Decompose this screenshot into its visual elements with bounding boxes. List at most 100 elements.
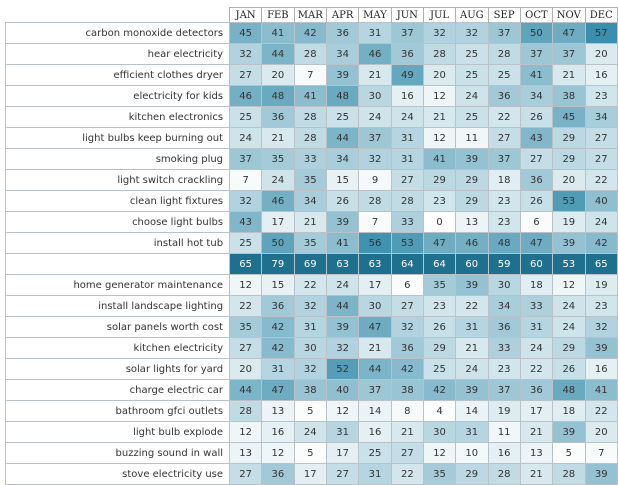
heatmap-cell: 48 <box>261 85 295 107</box>
heatmap-cell: 32 <box>293 358 328 380</box>
heatmap-cell: 6 <box>519 211 554 233</box>
heatmap-cell: 20 <box>261 64 295 86</box>
column-header-nov: NOV <box>552 7 586 23</box>
heatmap-cell: 79 <box>261 253 295 275</box>
heatmap-cell: 31 <box>519 316 554 338</box>
heatmap-cell: 59 <box>487 253 521 275</box>
heatmap-cell: 20 <box>422 64 457 86</box>
heatmap-cell: 39 <box>552 421 586 443</box>
heatmap-cell: 41 <box>293 85 328 107</box>
heatmap-cell: 47 <box>422 232 457 254</box>
heatmap-row: bathroom lighting 65 79 69 63 63 64 64 60 59 60 53 6… <box>4 253 618 275</box>
heatmap-cell: 39 <box>584 463 618 485</box>
heatmap-cell: 40 <box>326 379 360 401</box>
heatmap-row: electricity for kids 46 48 41 48 30 16 12 24 36 34… <box>4 85 618 107</box>
row-label: solar panels worth cost <box>4 316 231 338</box>
heatmap-table: JAN FEB MAR APR MAY JUN JUL AUG SEP OCT NOV DEC car… <box>4 7 618 485</box>
heatmap-cell: 5 <box>293 442 328 464</box>
heatmap-cell: 40 <box>584 190 618 212</box>
heatmap-cell: 28 <box>487 463 521 485</box>
heatmap-cell: 31 <box>293 316 328 338</box>
heatmap-cell: 31 <box>358 22 392 44</box>
column-header-jan: JAN <box>229 7 263 23</box>
row-label: electricity for kids <box>4 85 231 107</box>
heatmap-row: install landscape lighting 22 36 32 44 30 27 23… <box>4 295 618 317</box>
heatmap-cell: 34 <box>326 148 360 170</box>
heatmap-cell: 24 <box>293 421 328 443</box>
heatmap-cell: 33 <box>293 148 328 170</box>
row-label: solar lights for yard <box>4 358 231 380</box>
heatmap-cell: 25 <box>326 106 360 128</box>
heatmap-cell: 6 <box>390 274 424 296</box>
heatmap-cell: 26 <box>326 190 360 212</box>
heatmap-cell: 25 <box>455 106 489 128</box>
heatmap-cell: 44 <box>261 43 295 65</box>
heatmap-cell: 48 <box>326 85 360 107</box>
heatmap-cell: 17 <box>358 274 392 296</box>
heatmap-cell: 26 <box>519 106 554 128</box>
heatmap-cell: 22 <box>519 358 554 380</box>
heatmap-cell: 9 <box>358 169 392 191</box>
heatmap-cell: 34 <box>519 85 554 107</box>
heatmap-cell: 8 <box>390 400 424 422</box>
heatmap-cell: 39 <box>584 337 618 359</box>
heatmap-cell: 19 <box>584 274 618 296</box>
heatmap-cell: 12 <box>422 442 457 464</box>
heatmap-cell: 14 <box>358 400 392 422</box>
heatmap-cell: 44 <box>229 379 263 401</box>
heatmap-cell: 41 <box>519 64 554 86</box>
heatmap-cell: 41 <box>326 232 360 254</box>
column-header-apr: APR <box>326 7 360 23</box>
heatmap-cell: 27 <box>229 64 263 86</box>
heatmap-cell: 24 <box>390 106 424 128</box>
heatmap-cell: 25 <box>358 442 392 464</box>
heatmap-cell: 36 <box>261 106 295 128</box>
heatmap-cell: 36 <box>261 463 295 485</box>
heatmap-cell: 21 <box>552 64 586 86</box>
heatmap-row: home generator maintenance 12 15 22 24 17 6 35 3… <box>4 274 618 296</box>
heatmap-cell: 28 <box>390 190 424 212</box>
heatmap-cell: 7 <box>293 64 328 86</box>
heatmap-cell: 37 <box>487 379 521 401</box>
heatmap-cell: 23 <box>487 190 521 212</box>
heatmap-cell: 27 <box>326 463 360 485</box>
heatmap-cell: 47 <box>552 22 586 44</box>
heatmap-row: efficient clothes dryer 27 20 7 39 21 49 20 25 25… <box>4 64 618 86</box>
heatmap-cell: 29 <box>552 337 586 359</box>
heatmap-cell: 15 <box>261 274 295 296</box>
heatmap-cell: 31 <box>261 358 295 380</box>
heatmap-cell: 25 <box>487 64 521 86</box>
heatmap-cell: 7 <box>229 169 263 191</box>
heatmap-cell: 24 <box>455 85 489 107</box>
heatmap-cell: 20 <box>584 43 618 65</box>
heatmap-cell: 32 <box>358 148 392 170</box>
heatmap-cell: 22 <box>455 295 489 317</box>
heatmap-cell: 48 <box>552 379 586 401</box>
heatmap-cell: 33 <box>519 295 554 317</box>
heatmap-cell: 28 <box>293 106 328 128</box>
heatmap-cell: 65 <box>229 253 263 275</box>
column-header-sep: SEP <box>487 7 521 23</box>
heatmap-cell: 12 <box>229 421 263 443</box>
heatmap-cell: 31 <box>390 127 424 149</box>
heatmap-cell: 39 <box>326 316 360 338</box>
heatmap-cell: 21 <box>261 127 295 149</box>
heatmap-cell: 45 <box>229 22 263 44</box>
row-label: bathroom gfci outlets <box>4 400 231 422</box>
heatmap-cell: 64 <box>422 253 457 275</box>
heatmap-cell: 22 <box>229 295 263 317</box>
heatmap-cell: 39 <box>455 148 489 170</box>
heatmap-cell: 23 <box>584 85 618 107</box>
heatmap-cell: 18 <box>487 169 521 191</box>
heatmap-cell: 18 <box>552 400 586 422</box>
heatmap-cell: 13 <box>229 442 263 464</box>
heatmap-cell: 27 <box>519 148 554 170</box>
heatmap-row: solar lights for yard 20 31 32 52 44 42 25 24 23 2… <box>4 358 618 380</box>
heatmap-cell: 39 <box>552 232 586 254</box>
heatmap-cell: 12 <box>326 400 360 422</box>
heatmap-row: light bulb explode 12 16 24 31 16 21 30 31 11 21 39… <box>4 421 618 443</box>
heatmap-cell: 22 <box>390 463 424 485</box>
heatmap-cell: 13 <box>455 211 489 233</box>
heatmap-cell: 24 <box>229 127 263 149</box>
heatmap-cell: 32 <box>422 22 457 44</box>
